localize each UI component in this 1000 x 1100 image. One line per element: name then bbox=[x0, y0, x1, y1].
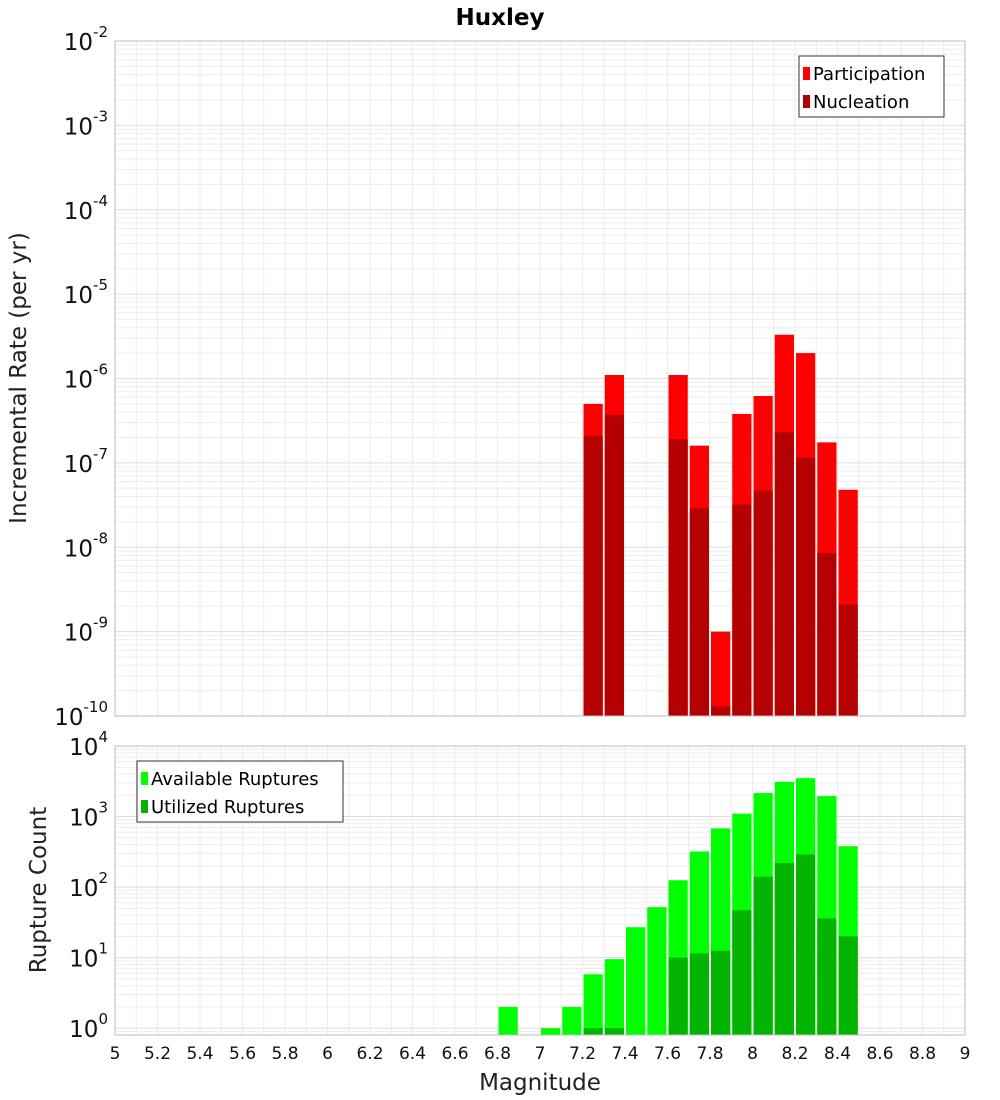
rate-legend: Participation Nucleation bbox=[798, 55, 945, 118]
rate-y-tick-label: 10-10 bbox=[54, 698, 108, 731]
count-bar-utilized-ruptures bbox=[732, 910, 752, 1035]
x-tick-label: 8.4 bbox=[824, 1044, 851, 1064]
x-tick-label: 6.2 bbox=[356, 1044, 383, 1064]
count-y-axis-label: Rupture Count bbox=[26, 807, 52, 973]
count-bar-utilized-ruptures bbox=[583, 1028, 603, 1035]
rate-legend-label: Participation bbox=[813, 64, 925, 85]
rate-y-tick-label: 10-4 bbox=[64, 192, 108, 225]
count-y-tick-label: 102 bbox=[69, 869, 108, 902]
x-axis-label: Magnitude bbox=[479, 1070, 601, 1096]
x-tick-label: 8.8 bbox=[909, 1044, 936, 1064]
rate-legend-label: Nucleation bbox=[813, 92, 909, 113]
x-tick-label: 6.4 bbox=[399, 1044, 426, 1064]
rate-bar-nucleation bbox=[668, 439, 688, 716]
count-y-tick-label: 100 bbox=[69, 1010, 108, 1043]
count-bar-utilized-ruptures bbox=[604, 1028, 624, 1035]
rate-legend-swatch bbox=[803, 95, 810, 108]
count-panel: 100 101 102 103 104 Rupture Count Available … bbox=[26, 728, 966, 1043]
count-y-ticks: 100 101 102 103 104 bbox=[69, 728, 108, 1043]
rate-y-tick-label: 10-5 bbox=[64, 276, 108, 309]
count-bar-utilized-ruptures bbox=[689, 953, 709, 1035]
rate-bar-nucleation bbox=[604, 414, 624, 716]
rate-bar-nucleation bbox=[817, 553, 837, 716]
count-bar-available-ruptures bbox=[626, 927, 646, 1035]
count-legend: Available Ruptures Utilized Ruptures bbox=[136, 760, 344, 823]
rate-bar-nucleation bbox=[583, 435, 603, 716]
rate-legend-box bbox=[798, 55, 945, 118]
x-tick-label: 6 bbox=[322, 1044, 333, 1064]
rate-y-tick-label: 10-6 bbox=[64, 361, 108, 394]
count-legend-label: Utilized Ruptures bbox=[151, 797, 304, 818]
count-bar-utilized-ruptures bbox=[817, 918, 837, 1035]
count-legend-label: Available Ruptures bbox=[151, 769, 319, 790]
count-bar-available-ruptures bbox=[562, 1006, 582, 1035]
x-tick-label: 6.6 bbox=[441, 1044, 468, 1064]
rate-y-ticks: 10-10 10-9 10-8 10-7 10-6 10-5 10-4 10-3 10-2 bbox=[54, 23, 108, 731]
rate-bar-nucleation bbox=[732, 504, 752, 716]
x-tick-label: 6.8 bbox=[484, 1044, 511, 1064]
x-tick-label: 5.6 bbox=[229, 1044, 256, 1064]
rate-bar-nucleation bbox=[838, 604, 858, 716]
rate-gridlines bbox=[114, 40, 966, 717]
x-tick-label: 5.4 bbox=[186, 1044, 213, 1064]
count-plot-border bbox=[114, 745, 966, 1036]
rate-y-tick-label: 10-3 bbox=[64, 107, 108, 140]
count-bar-utilized-ruptures bbox=[753, 876, 773, 1035]
x-tick-label: 5.8 bbox=[271, 1044, 298, 1064]
count-bar-utilized-ruptures bbox=[796, 854, 816, 1035]
count-bars bbox=[498, 778, 858, 1035]
count-bar-available-ruptures bbox=[498, 1006, 518, 1035]
x-tick-label: 7.6 bbox=[654, 1044, 681, 1064]
rate-y-tick-label: 10-9 bbox=[64, 614, 108, 647]
rate-bar-participation bbox=[711, 631, 731, 716]
count-bar-utilized-ruptures bbox=[774, 862, 794, 1035]
x-tick-label: 8.6 bbox=[866, 1044, 893, 1064]
x-tick-label: 8.2 bbox=[781, 1044, 808, 1064]
count-bar-available-ruptures bbox=[583, 974, 603, 1035]
rate-legend-swatch bbox=[803, 67, 810, 80]
count-y-tick-label: 103 bbox=[69, 799, 108, 832]
count-bar-available-ruptures bbox=[647, 907, 667, 1035]
rate-plot-border bbox=[114, 40, 966, 717]
rate-bar-nucleation bbox=[796, 457, 816, 716]
count-legend-swatch bbox=[141, 800, 148, 813]
chart-title: Huxley bbox=[456, 5, 545, 31]
rate-y-axis-label: Incremental Rate (per yr) bbox=[6, 232, 32, 524]
x-tick-label: 7 bbox=[535, 1044, 546, 1064]
rate-y-tick-label: 10-7 bbox=[64, 445, 108, 478]
x-tick-label: 7.2 bbox=[569, 1044, 596, 1064]
x-tick-label: 7.4 bbox=[611, 1044, 638, 1064]
x-tick-label: 5.2 bbox=[144, 1044, 171, 1064]
count-legend-box bbox=[136, 760, 344, 823]
rate-panel: 10-10 10-9 10-8 10-7 10-6 10-5 10-4 10-3 10-2 In… bbox=[6, 23, 966, 731]
rate-bar-nucleation bbox=[711, 706, 731, 716]
x-tick-label: 7.8 bbox=[696, 1044, 723, 1064]
rate-bar-nucleation bbox=[753, 490, 773, 716]
count-bar-utilized-ruptures bbox=[668, 957, 688, 1035]
count-bar-utilized-ruptures bbox=[711, 950, 731, 1035]
count-legend-swatch bbox=[141, 772, 148, 785]
rate-bar-nucleation bbox=[689, 508, 709, 716]
count-y-tick-label: 104 bbox=[69, 728, 108, 761]
rate-bars bbox=[583, 334, 858, 716]
x-tick-label: 8 bbox=[747, 1044, 758, 1064]
x-ticks: 5 5.2 5.4 5.6 5.8 6 6.2 6.4 6.6 6.8 7 7.2 7.4 7.6 7.8 8… bbox=[110, 1044, 971, 1064]
x-tick-label: 9 bbox=[960, 1044, 971, 1064]
count-y-tick-label: 101 bbox=[69, 940, 108, 973]
count-bar-available-ruptures bbox=[604, 959, 624, 1035]
count-bar-available-ruptures bbox=[541, 1028, 561, 1035]
x-tick-label: 5 bbox=[110, 1044, 121, 1064]
rate-bar-nucleation bbox=[774, 432, 794, 716]
rate-y-tick-label: 10-8 bbox=[64, 529, 108, 562]
rate-y-tick-label: 10-2 bbox=[64, 23, 108, 56]
count-bar-utilized-ruptures bbox=[838, 936, 858, 1035]
